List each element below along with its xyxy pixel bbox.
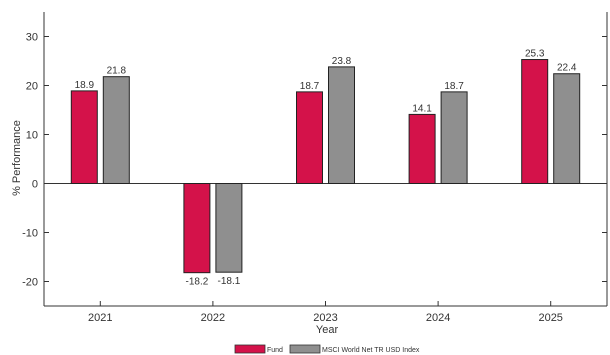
legend-swatch-msci (289, 344, 321, 354)
data-labels: 18.9 -18.2 18.7 14.1 25.3 21.8 -18.1 23.8 18.7 22… (75, 49, 577, 288)
data-label-msci: -18.1 (218, 276, 241, 287)
x-tick-label: 2022 (201, 312, 225, 324)
bar-fund (70, 90, 98, 184)
y-axis-label: % Performance (11, 120, 23, 196)
data-label-msci: 18.7 (444, 81, 464, 92)
x-tick-label: 2023 (313, 312, 337, 324)
y-tick-label: -10 (22, 228, 38, 240)
data-label-msci: 21.8 (107, 66, 127, 77)
data-label-msci: 22.4 (557, 63, 577, 74)
bar-fund (296, 91, 323, 184)
x-tick-label: 2024 (426, 312, 450, 324)
x-axis-label: Year (316, 324, 339, 336)
bar-msci (440, 91, 468, 184)
bar-fund (521, 59, 549, 184)
bar-msci (215, 183, 243, 273)
bar-fund (183, 183, 211, 274)
x-tick-label: 2021 (88, 312, 112, 324)
y-tick-label: 10 (26, 130, 38, 142)
x-tick-label: 2025 (538, 312, 562, 324)
y-tick-label: -20 (22, 277, 38, 289)
bar-fund (408, 113, 436, 184)
bar-msci (102, 76, 130, 184)
y-tick-label: 20 (26, 81, 38, 93)
legend-label-msci: MSCI World Net TR USD Index (322, 347, 420, 354)
x-axis-ticks: 2021 2022 2023 2024 2025 (88, 301, 563, 324)
data-label-fund: 14.1 (412, 103, 432, 114)
data-label-fund: -18.2 (186, 277, 209, 288)
y-tick-label: 30 (26, 32, 38, 44)
bar-msci (328, 66, 355, 184)
data-label-fund: 18.7 (300, 81, 320, 92)
legend-swatch-fund (234, 344, 266, 354)
data-label-fund: 18.9 (75, 80, 95, 91)
data-label-fund: 25.3 (525, 49, 545, 60)
bar-msci (553, 73, 581, 184)
legend-label-fund: Fund (267, 347, 283, 354)
y-tick-label: 0 (32, 179, 38, 191)
legend: Fund MSCI World Net TR USD Index (234, 344, 420, 354)
data-label-msci: 23.8 (332, 56, 352, 67)
bars (70, 59, 581, 274)
